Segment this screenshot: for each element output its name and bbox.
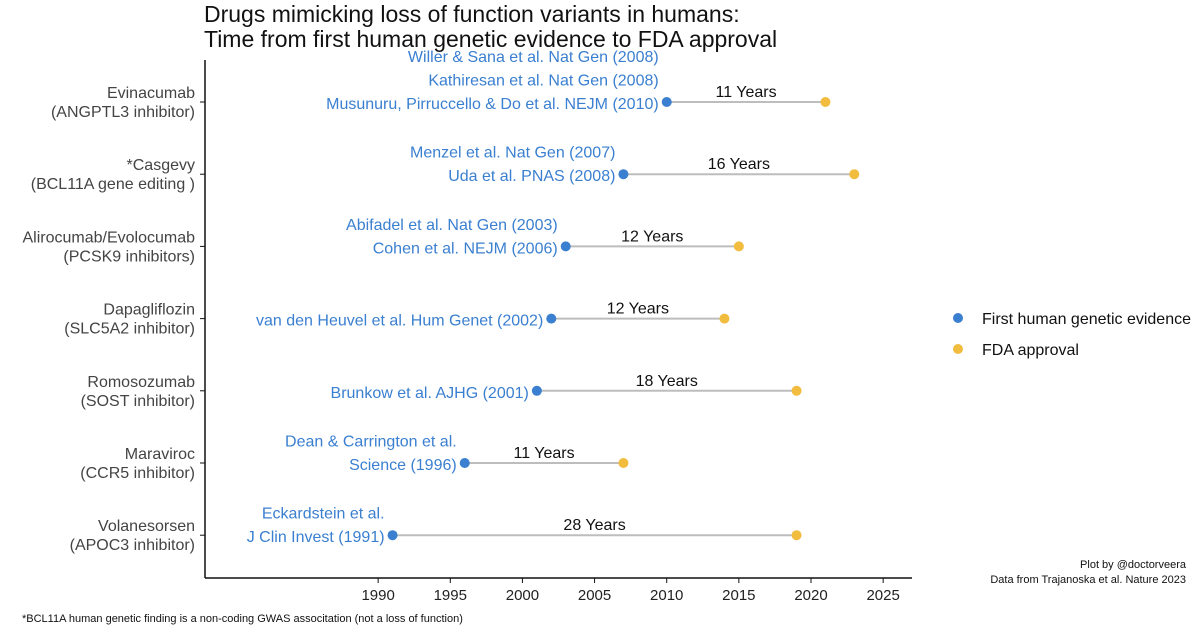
fda-approval-point <box>719 313 730 324</box>
years-label: 16 Years <box>708 156 770 173</box>
x-tick-label: 1995 <box>434 587 467 604</box>
drug-target-label: (ANGPTL3 inhibitor) <box>51 104 195 121</box>
x-tick-label: 2015 <box>722 587 755 604</box>
x-tick-label: 2020 <box>794 587 827 604</box>
x-tick-label: 2000 <box>506 587 539 604</box>
years-label: 18 Years <box>636 373 698 390</box>
years-label: 12 Years <box>607 301 669 318</box>
drug-name-label: Volanesorsen <box>98 518 195 535</box>
drug-target-label: (PCSK9 inhibitors) <box>63 248 195 265</box>
chart-title-line: Drugs mimicking loss of function variant… <box>204 1 740 27</box>
drug-target-label: (SOST inhibitor) <box>81 393 195 410</box>
drug-target-label: (SLC5A2 inhibitor) <box>64 321 195 338</box>
x-tick-label: 1990 <box>361 587 394 604</box>
x-tick-label: 2005 <box>578 587 611 604</box>
chart-title-line: Time from first human genetic evidence t… <box>204 26 777 52</box>
drug-name-label: *Casgevy <box>127 157 195 174</box>
genetic-evidence-point <box>546 313 557 324</box>
fda-approval-point <box>733 241 744 252</box>
reference-label: Menzel et al. Nat Gen (2007) <box>410 145 615 162</box>
reference-label: Musunuru, Pirruccello & Do et al. NEJM (… <box>326 96 659 113</box>
reference-label: Science (1996) <box>349 457 457 474</box>
reference-label: J Clin Invest (1991) <box>247 529 385 546</box>
years-label: 11 Years <box>716 84 777 101</box>
credit-line: Data from Trajanoska et al. Nature 2023 <box>990 574 1186 586</box>
years-label: 28 Years <box>563 517 625 534</box>
reference-label: Cohen et al. NEJM (2006) <box>373 240 558 257</box>
genetic-evidence-point <box>618 169 629 180</box>
reference-label: Eckardstein et al. <box>262 506 385 523</box>
legend-fda-marker <box>953 344 963 354</box>
reference-label: Abifadel et al. Nat Gen (2003) <box>346 217 558 234</box>
legend-label: FDA approval <box>982 342 1079 359</box>
footnote: *BCL11A human genetic finding is a non-c… <box>22 613 463 625</box>
years-label: 11 Years <box>514 445 575 462</box>
legend-label: First human genetic evidence <box>982 311 1191 328</box>
fda-approval-point <box>849 169 860 180</box>
drug-target-label: (BCL11A gene editing ) <box>31 176 195 193</box>
genetic-evidence-point <box>459 458 470 468</box>
fda-approval-point <box>820 97 831 107</box>
x-tick-label: 2010 <box>650 587 683 604</box>
drug-name-label: Evinacumab <box>107 85 195 102</box>
legend-genetic-marker <box>953 313 963 323</box>
reference-label: Uda et al. PNAS (2008) <box>448 168 615 185</box>
x-tick-label: 2025 <box>866 587 899 604</box>
drug-name-label: Romosozumab <box>87 374 195 391</box>
reference-label: van den Heuvel et al. Hum Genet (2002) <box>256 313 543 330</box>
fda-approval-point <box>618 458 629 468</box>
fda-approval-point <box>791 530 802 541</box>
drug-target-label: (APOC3 inhibitor) <box>70 537 195 554</box>
reference-label: Dean & Carrington et al. <box>285 434 457 451</box>
drug-name-label: Dapagliflozin <box>103 302 195 319</box>
credit-line: Plot by @doctorveera <box>1080 559 1187 571</box>
genetic-evidence-point <box>387 530 398 541</box>
reference-label: Brunkow et al. AJHG (2001) <box>331 385 529 402</box>
reference-label: Kathiresan et al. Nat Gen (2008) <box>428 73 658 90</box>
genetic-evidence-point <box>531 385 542 396</box>
reference-label: Willer & Sana et al. Nat Gen (2008) <box>408 49 659 66</box>
years-label: 12 Years <box>621 228 683 245</box>
drug-target-label: (CCR5 inhibitor) <box>80 465 195 482</box>
fda-approval-point <box>791 385 802 396</box>
drug-name-label: Alirocumab/Evolocumab <box>22 229 195 246</box>
genetic-evidence-point <box>560 241 571 252</box>
genetic-evidence-point <box>661 97 672 107</box>
drug-name-label: Maraviroc <box>125 446 195 463</box>
